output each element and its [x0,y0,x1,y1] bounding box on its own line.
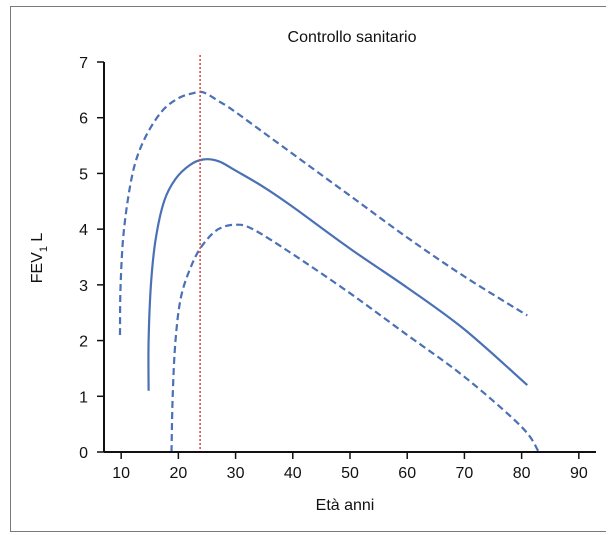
y-tick-label: 6 [79,111,88,128]
chart-frame [10,6,606,532]
chart-title: Controllo sanitario [288,29,417,46]
y-axis-label-subscript: 1 [38,246,50,252]
upper-limit-dashed-line [118,90,528,336]
x-tick-label: 60 [398,465,416,482]
x-tick-label: 50 [341,465,359,482]
y-axis-label: FEV1 L [29,233,50,284]
x-tick-label: 30 [227,465,245,482]
ticks-layer: 10 20 30 40 50 60 70 80 90 0 1 2 3 4 5 6 7 [79,55,588,482]
x-tick-label: 10 [112,465,130,482]
y-tick-label: 5 [79,166,88,183]
y-tick-label: 7 [79,55,88,72]
x-tick-label: 20 [169,465,187,482]
x-tick-label: 70 [456,465,474,482]
x-tick-label: 40 [284,465,302,482]
x-tick-label: 80 [513,465,531,482]
mean-solid-line [147,158,529,391]
y-axis-label-unit: L [29,233,46,246]
y-axis-label-main: FEV [29,252,46,283]
y-tick-label: 3 [79,278,88,295]
x-axis-label: Età anni [316,497,375,514]
y-tick-label: 0 [79,445,88,462]
y-tick-label: 2 [79,334,88,351]
y-tick-label: 4 [79,222,88,239]
lower-limit-dashed-line [170,223,540,453]
series-layer [118,55,540,453]
y-tick-label: 1 [79,389,88,406]
x-tick-label: 90 [570,465,588,482]
